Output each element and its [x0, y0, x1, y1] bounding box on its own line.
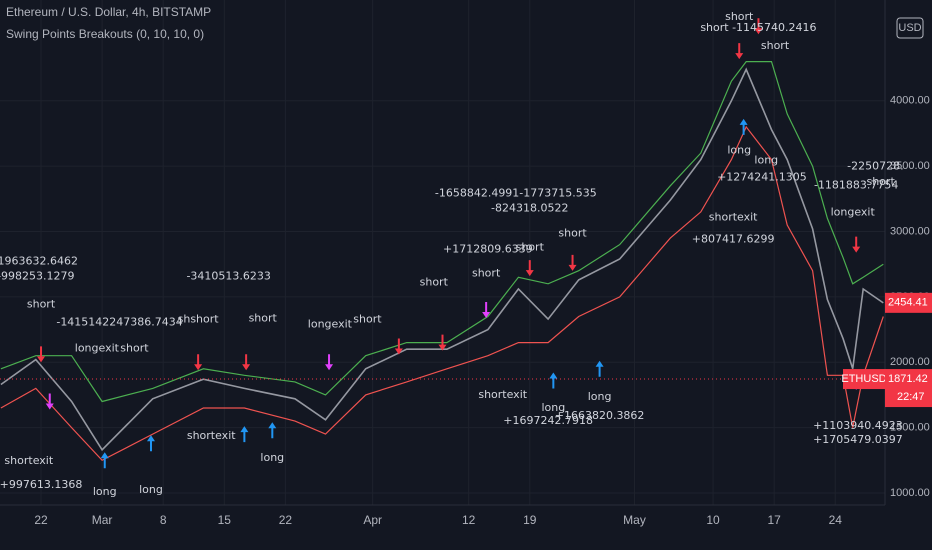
annotation: short — [420, 275, 449, 288]
annotation: short — [249, 311, 278, 324]
annotation: short — [725, 10, 754, 23]
signal-arrow — [735, 43, 744, 60]
x-tick-label: Mar — [92, 513, 113, 527]
annotation: -1658842.4991-1773715.535 — [435, 187, 597, 200]
signal-arrow — [146, 435, 155, 452]
signal-arrow — [754, 18, 763, 35]
x-tick-label: 22 — [279, 513, 293, 527]
signal-arrow — [194, 354, 203, 371]
series-line — [0, 67, 884, 452]
x-tick-label: 10 — [706, 513, 720, 527]
signal-arrow — [37, 346, 46, 363]
annotation: short — [27, 297, 56, 310]
annotation: shshort — [178, 312, 220, 325]
signal-arrow — [240, 426, 249, 443]
y-tick-label: 3000.00 — [890, 225, 930, 237]
annotation: longexit — [75, 341, 120, 354]
annotation: -1415142247386.7434 — [56, 315, 182, 328]
currency[interactable]: USD — [898, 22, 921, 34]
x-tick-label: Apr — [363, 513, 382, 527]
annotation: +1663820.3862 — [555, 409, 645, 422]
signal-arrow — [549, 372, 558, 389]
signal-arrow — [739, 118, 748, 135]
annotation: -3410513.6233 — [186, 269, 270, 282]
annotation: +997613.1368 — [0, 478, 82, 491]
annotation: +1103940.4923 — [813, 419, 903, 432]
symbol-label: ETHUSD — [841, 373, 886, 385]
signal-arrow — [100, 452, 109, 469]
currency-box[interactable] — [896, 17, 924, 39]
annotation: long — [588, 390, 612, 403]
annotation: long — [260, 451, 284, 464]
annotation: longexit — [831, 206, 876, 219]
annotation: short — [761, 39, 790, 52]
annotation: +1697242.7918 — [503, 414, 593, 427]
annotation: -998253.1279 — [0, 269, 75, 282]
annotation: shortexit — [478, 388, 527, 401]
annotation: long — [727, 144, 751, 157]
annotation: -2250728. — [847, 160, 903, 173]
symbol-price-label: 1871.42 — [888, 373, 928, 385]
annotation: short — [558, 226, 587, 239]
annotation: longexit — [308, 317, 353, 330]
signal-arrow — [568, 254, 577, 271]
y-tick-label: 1000.00 — [890, 487, 930, 499]
y-tick-label: 1500.00 — [890, 422, 930, 434]
annotation: shortexit — [709, 211, 758, 224]
annotation: long — [541, 401, 565, 414]
signal-arrow — [45, 393, 54, 410]
signal-arrow — [852, 236, 861, 253]
annotation: short — [120, 341, 149, 354]
signal-arrow — [242, 354, 251, 371]
annotation: +1705479.0397 — [813, 433, 903, 446]
annotation: +1274241.1305 — [717, 171, 807, 184]
annotation: +807417.6299 — [692, 232, 775, 245]
annotation: long — [139, 483, 163, 496]
annotation: short — [472, 266, 501, 279]
y-tick-label: 2000.00 — [890, 356, 930, 368]
series-line — [0, 125, 884, 462]
x-tick-label: May — [623, 513, 646, 527]
x-tick-label: 17 — [767, 513, 781, 527]
annotation: short -1145740.2416 — [700, 21, 816, 34]
last-price-box — [885, 292, 932, 313]
y-tick-label: 4000.00 — [890, 95, 930, 107]
annotation: +1712809.6339 — [443, 242, 533, 255]
signal-arrow — [325, 354, 334, 371]
signal-arrow — [595, 360, 604, 377]
x-tick-label: 19 — [523, 513, 537, 527]
annotation: shortexit — [4, 454, 53, 467]
x-tick-label: 24 — [829, 513, 843, 527]
annotation: long — [754, 154, 778, 167]
annotation: -1181883.7754 — [814, 179, 898, 192]
symbol-box — [843, 369, 885, 390]
y-tick-label: 3500.00 — [890, 160, 930, 172]
annotation: shortexit — [187, 429, 236, 442]
x-tick-label: 22 — [34, 513, 48, 527]
annotation: short — [516, 240, 545, 253]
signal-arrow — [268, 422, 277, 439]
last-price-label: 2454.41 — [888, 297, 928, 309]
indicator-name: Swing Points Breakouts (0, 10, 10, 0) — [6, 27, 204, 41]
annotation: long — [93, 485, 117, 498]
annotation: short — [866, 175, 895, 188]
x-tick-label: 8 — [160, 513, 167, 527]
symbol-time-label: 22:47 — [897, 391, 925, 403]
chart-title: Ethereum / U.S. Dollar, 4h, BITSTAMP — [6, 5, 211, 19]
annotation: -1963632.6462 — [0, 254, 78, 267]
signal-arrow — [438, 334, 447, 351]
x-tick-label: 12 — [462, 513, 476, 527]
signal-arrow — [394, 338, 403, 355]
series-line — [0, 61, 884, 403]
signal-arrow — [525, 260, 534, 277]
annotation: -824318.0522 — [491, 202, 568, 215]
signal-arrow — [482, 301, 491, 318]
x-tick-label: 15 — [218, 513, 232, 527]
annotation: short — [353, 312, 382, 325]
symbol-price-box — [885, 369, 932, 408]
